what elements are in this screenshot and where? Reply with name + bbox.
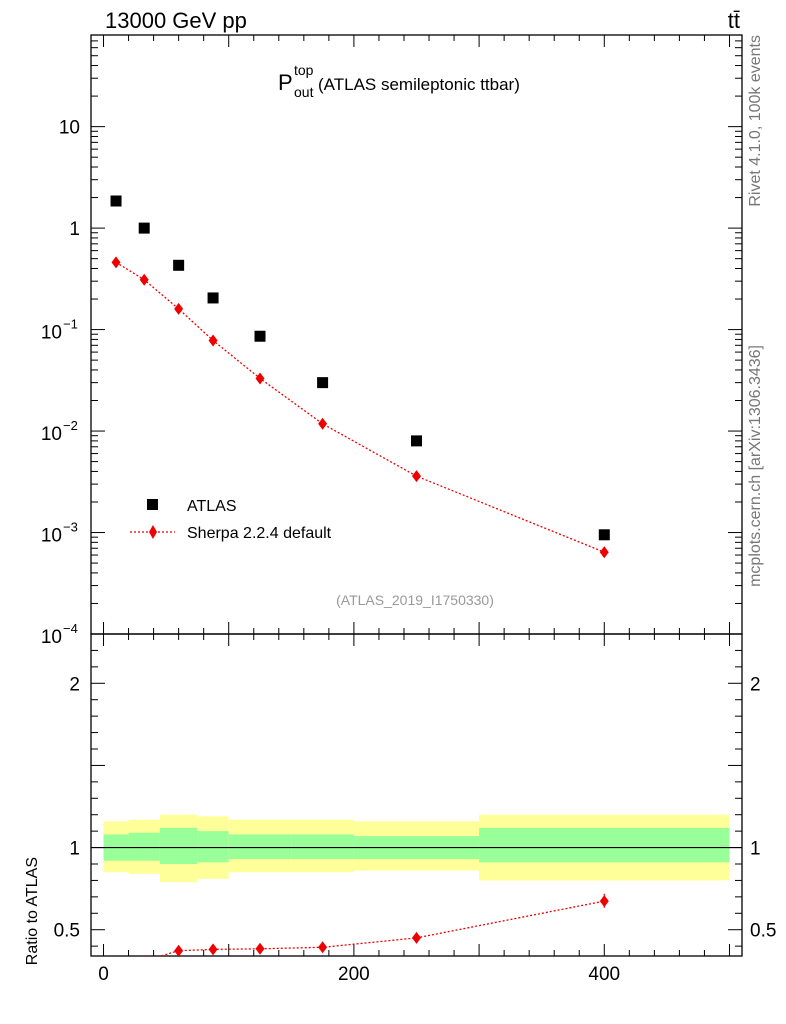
chart-title-rest: (ATLAS semileptonic ttbar) — [318, 75, 520, 94]
ratio-ylabel: Ratio to ATLAS — [24, 857, 41, 965]
mc-point — [111, 256, 121, 269]
mc-point — [599, 546, 609, 559]
rivet-label: Rivet 4.1.0, 100k events — [747, 35, 764, 207]
data-point — [173, 259, 185, 271]
mc-point — [255, 372, 265, 385]
process-label: tt̄ — [728, 8, 740, 33]
y-tick-label: 10 — [41, 526, 62, 547]
ratio-point — [318, 941, 328, 954]
ratio-plot-frame — [90, 633, 743, 957]
source-label: mcplots.cern.ch [arXiv:1306.3436] — [747, 345, 764, 587]
legend-marker-sherpa — [149, 525, 157, 539]
y-tick-exponent: −4 — [63, 621, 78, 636]
legend: ATLAS Sherpa 2.2.4 default — [130, 498, 332, 542]
ratio-point — [208, 943, 218, 956]
y-tick-label: 10 — [41, 627, 62, 648]
data-point — [138, 222, 150, 234]
ratio-band-inner — [479, 827, 730, 863]
mc-point — [139, 273, 149, 286]
ratio-point — [112, 965, 121, 977]
data-point — [411, 435, 422, 447]
y-tick-label: 10 — [41, 424, 62, 445]
ratio-point — [412, 931, 421, 944]
data-point — [110, 195, 122, 207]
ratio-y-tick-label-left: 0.5 — [54, 921, 80, 942]
ratio-point — [599, 895, 609, 908]
ratio-point — [255, 942, 265, 955]
legend-label-atlas: ATLAS — [187, 498, 237, 515]
ratio-line — [158, 900, 605, 956]
energy-label: 13000 GeV pp — [105, 8, 247, 33]
y-tick-exponent: −2 — [63, 418, 78, 433]
ratio-band-inner — [197, 831, 229, 863]
ratio-y-tick-label-left: 2 — [69, 674, 80, 695]
chart-title-main: P — [278, 70, 293, 95]
y-tick-label: 10 — [59, 118, 80, 139]
x-tick-label: 200 — [338, 964, 370, 985]
mc-point — [174, 302, 184, 315]
ratio-y-tick-label-left: 1 — [69, 839, 80, 860]
ratio-y-tick-label-right: 1 — [750, 839, 761, 860]
chart-title-sup: top — [294, 62, 314, 78]
chart-title: P — [278, 70, 293, 95]
data-point — [317, 377, 329, 389]
ratio-band-inner — [291, 834, 354, 860]
chart-title-sub: out — [294, 84, 314, 100]
x-tick-label: 0 — [98, 964, 109, 985]
x-tick-label: 400 — [588, 964, 620, 985]
legend-marker-atlas — [147, 499, 158, 510]
main-plot-frame — [90, 34, 743, 635]
y-tick-exponent: −1 — [63, 317, 78, 332]
ratio-band-inner — [228, 834, 292, 860]
main-series — [110, 195, 610, 559]
data-point — [598, 529, 610, 541]
legend-label-sherpa: Sherpa 2.2.4 default — [187, 525, 332, 542]
mc-point — [318, 417, 328, 430]
ratio-y-tick-label-right: 0.5 — [750, 921, 776, 942]
y-tick-exponent: −3 — [63, 520, 78, 535]
ratio-series — [112, 893, 609, 977]
ratio-point — [174, 944, 184, 956]
ratio-point — [143, 954, 146, 956]
data-point — [254, 330, 266, 342]
mc-line — [115, 261, 605, 553]
ratio-band-inner — [159, 827, 198, 864]
analysis-label: (ATLAS_2019_I1750330) — [336, 592, 494, 608]
y-tick-label: 1 — [69, 219, 80, 240]
mc-point — [208, 334, 218, 347]
ratio-bands — [91, 814, 742, 883]
y-tick-label: 10 — [41, 323, 62, 344]
mc-point — [412, 470, 421, 483]
ratio-band-inner — [128, 832, 160, 861]
ratio-y-tick-label-right: 2 — [750, 674, 761, 695]
data-point — [207, 292, 219, 304]
